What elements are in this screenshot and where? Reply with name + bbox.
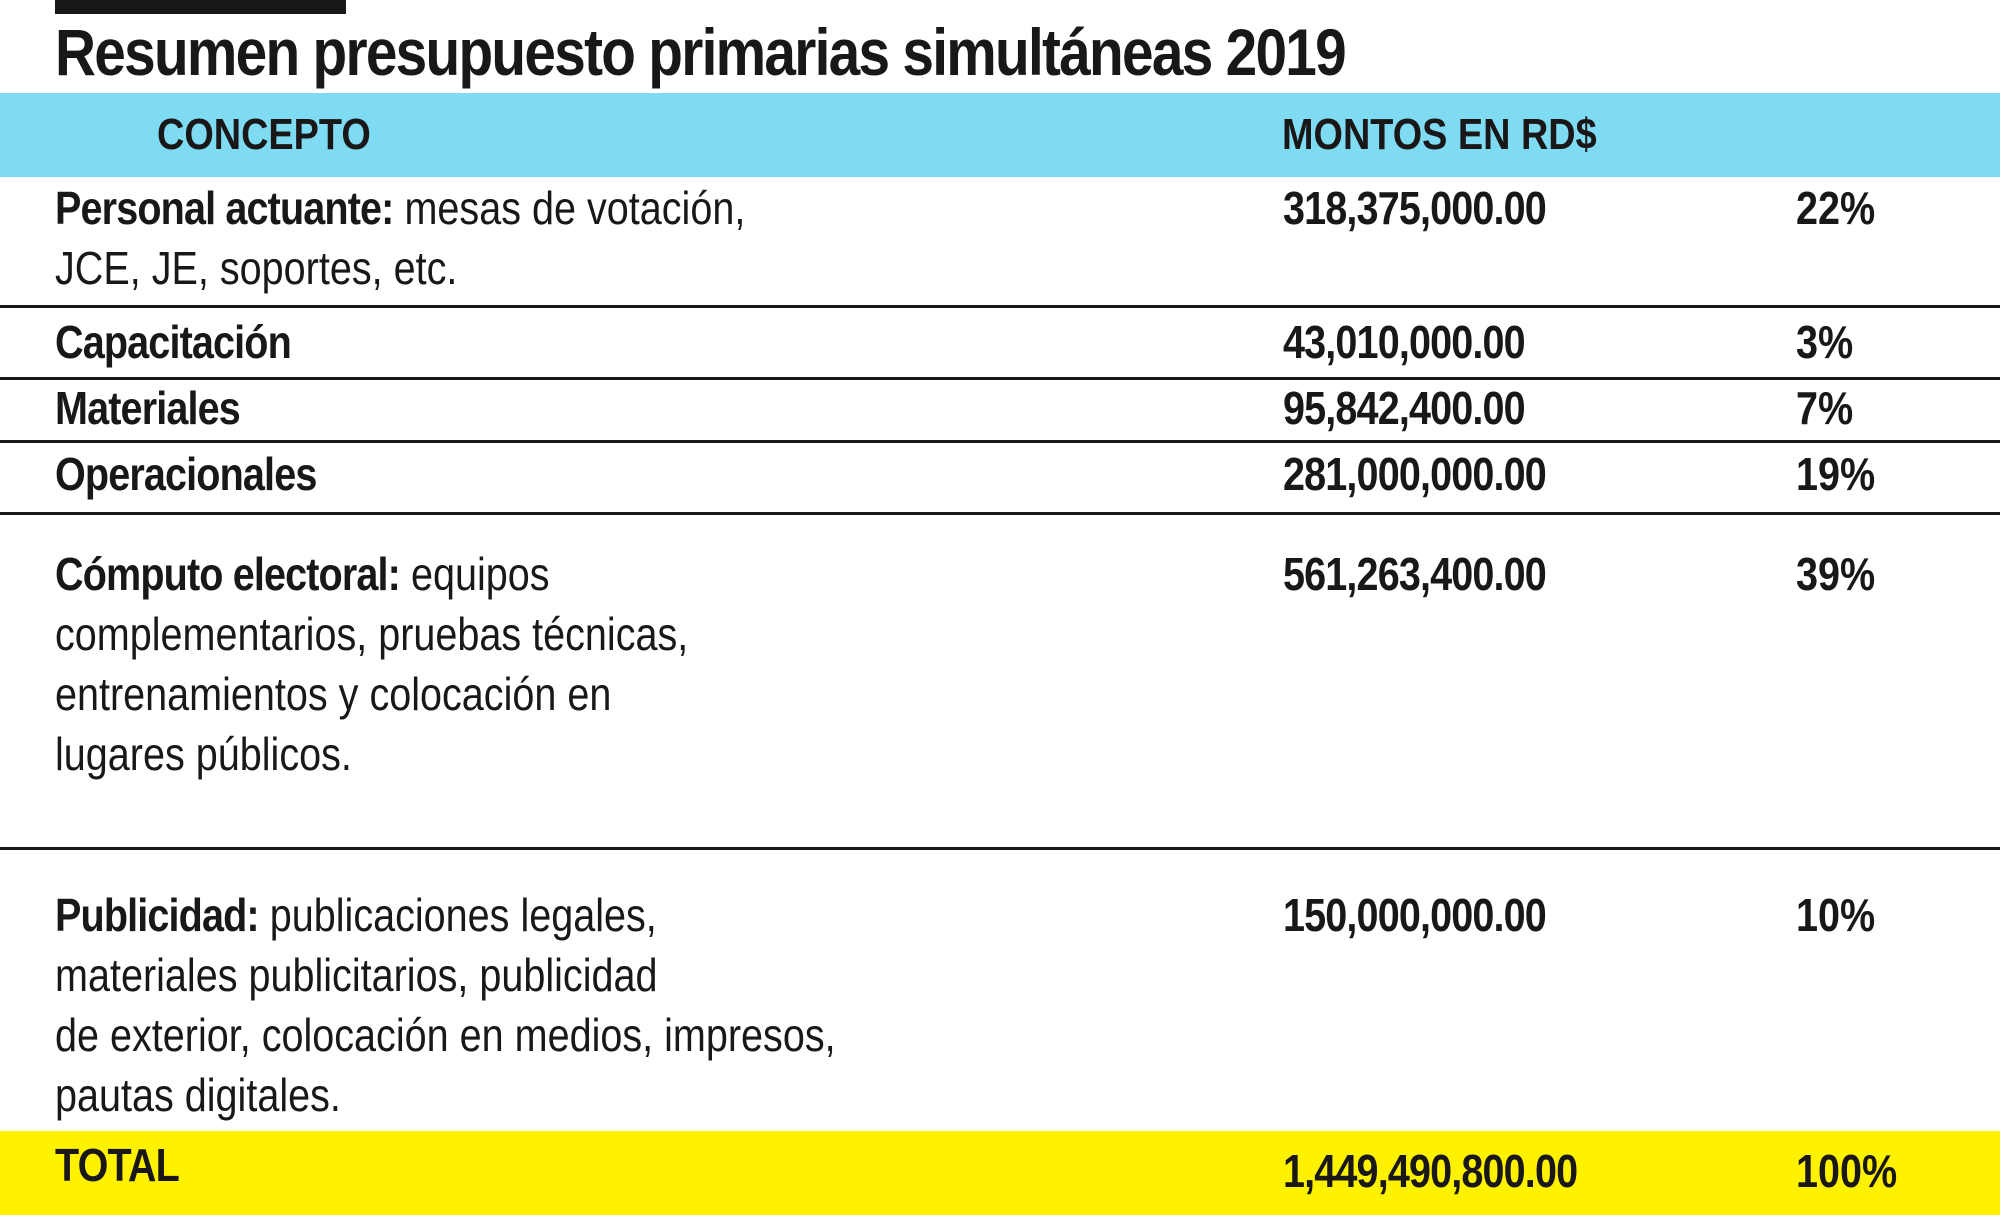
percent-cell: 7% — [1796, 382, 1854, 434]
concept-label: Publicidad: — [55, 889, 260, 941]
concept-description: equipos — [410, 548, 550, 600]
concept-cell: Materiales — [55, 378, 241, 438]
row-divider — [0, 305, 2000, 308]
concept-description: materiales publicitarios, publicidad — [55, 949, 658, 1001]
concept-description: mesas de votación, — [404, 182, 746, 234]
concept-description: de exterior, colocación en medios, impre… — [55, 1009, 836, 1061]
concept-description: complementarios, pruebas técnicas, — [55, 608, 689, 660]
concept-description: lugares públicos. — [55, 728, 352, 780]
title-accent-bar — [55, 0, 346, 14]
row-divider — [0, 440, 2000, 443]
concept-description: publicaciones legales, — [269, 889, 657, 941]
amount-cell: 95,842,400.00 — [1283, 382, 1526, 434]
concept-cell: Operacionales — [55, 444, 317, 504]
amount-cell: 150,000,000.00 — [1283, 889, 1547, 941]
amount-cell: 43,010,000.00 — [1283, 316, 1526, 368]
row-divider — [0, 377, 2000, 380]
concept-description: JCE, JE, soportes, etc. — [55, 242, 458, 294]
percent-cell: 3% — [1796, 316, 1854, 368]
concept-cell: Personal actuante: mesas de votación, JC… — [55, 178, 745, 298]
total-amount: 1,449,490,800.00 — [1283, 1145, 1578, 1197]
total-row: TOTAL 1,449,490,800.00 100% — [0, 1131, 2000, 1215]
concept-label: Cómputo electoral: — [55, 548, 401, 600]
total-label: TOTAL — [55, 1135, 180, 1195]
percent-cell: 39% — [1796, 548, 1876, 600]
header-concept: CONCEPTO — [157, 110, 371, 159]
concept-label: Personal actuante: — [55, 182, 394, 234]
concept-description: pautas digitales. — [55, 1069, 341, 1121]
page-title: Resumen presupuesto primarias simultánea… — [55, 15, 1347, 89]
percent-cell: 19% — [1796, 448, 1876, 500]
total-label-text: TOTAL — [55, 1139, 180, 1191]
concept-label: Capacitación — [55, 316, 292, 368]
concept-cell: Publicidad: publicaciones legales, mater… — [55, 885, 836, 1125]
concept-label: Materiales — [55, 382, 241, 434]
amount-cell: 318,375,000.00 — [1283, 182, 1547, 234]
header-amount: MONTOS EN RD$ — [1282, 110, 1597, 159]
concept-label: Operacionales — [55, 448, 317, 500]
concept-cell: Capacitación — [55, 312, 292, 372]
percent-cell: 22% — [1796, 182, 1876, 234]
total-percent: 100% — [1796, 1145, 1898, 1197]
percent-cell: 10% — [1796, 889, 1876, 941]
amount-cell: 561,263,400.00 — [1283, 548, 1547, 600]
row-divider — [0, 512, 2000, 515]
table-header: CONCEPTO MONTOS EN RD$ — [0, 93, 2000, 177]
concept-description: entrenamientos y colocación en — [55, 668, 612, 720]
concept-cell: Cómputo electoral: equipos complementari… — [55, 544, 688, 784]
amount-cell: 281,000,000.00 — [1283, 448, 1547, 500]
row-divider — [0, 847, 2000, 850]
